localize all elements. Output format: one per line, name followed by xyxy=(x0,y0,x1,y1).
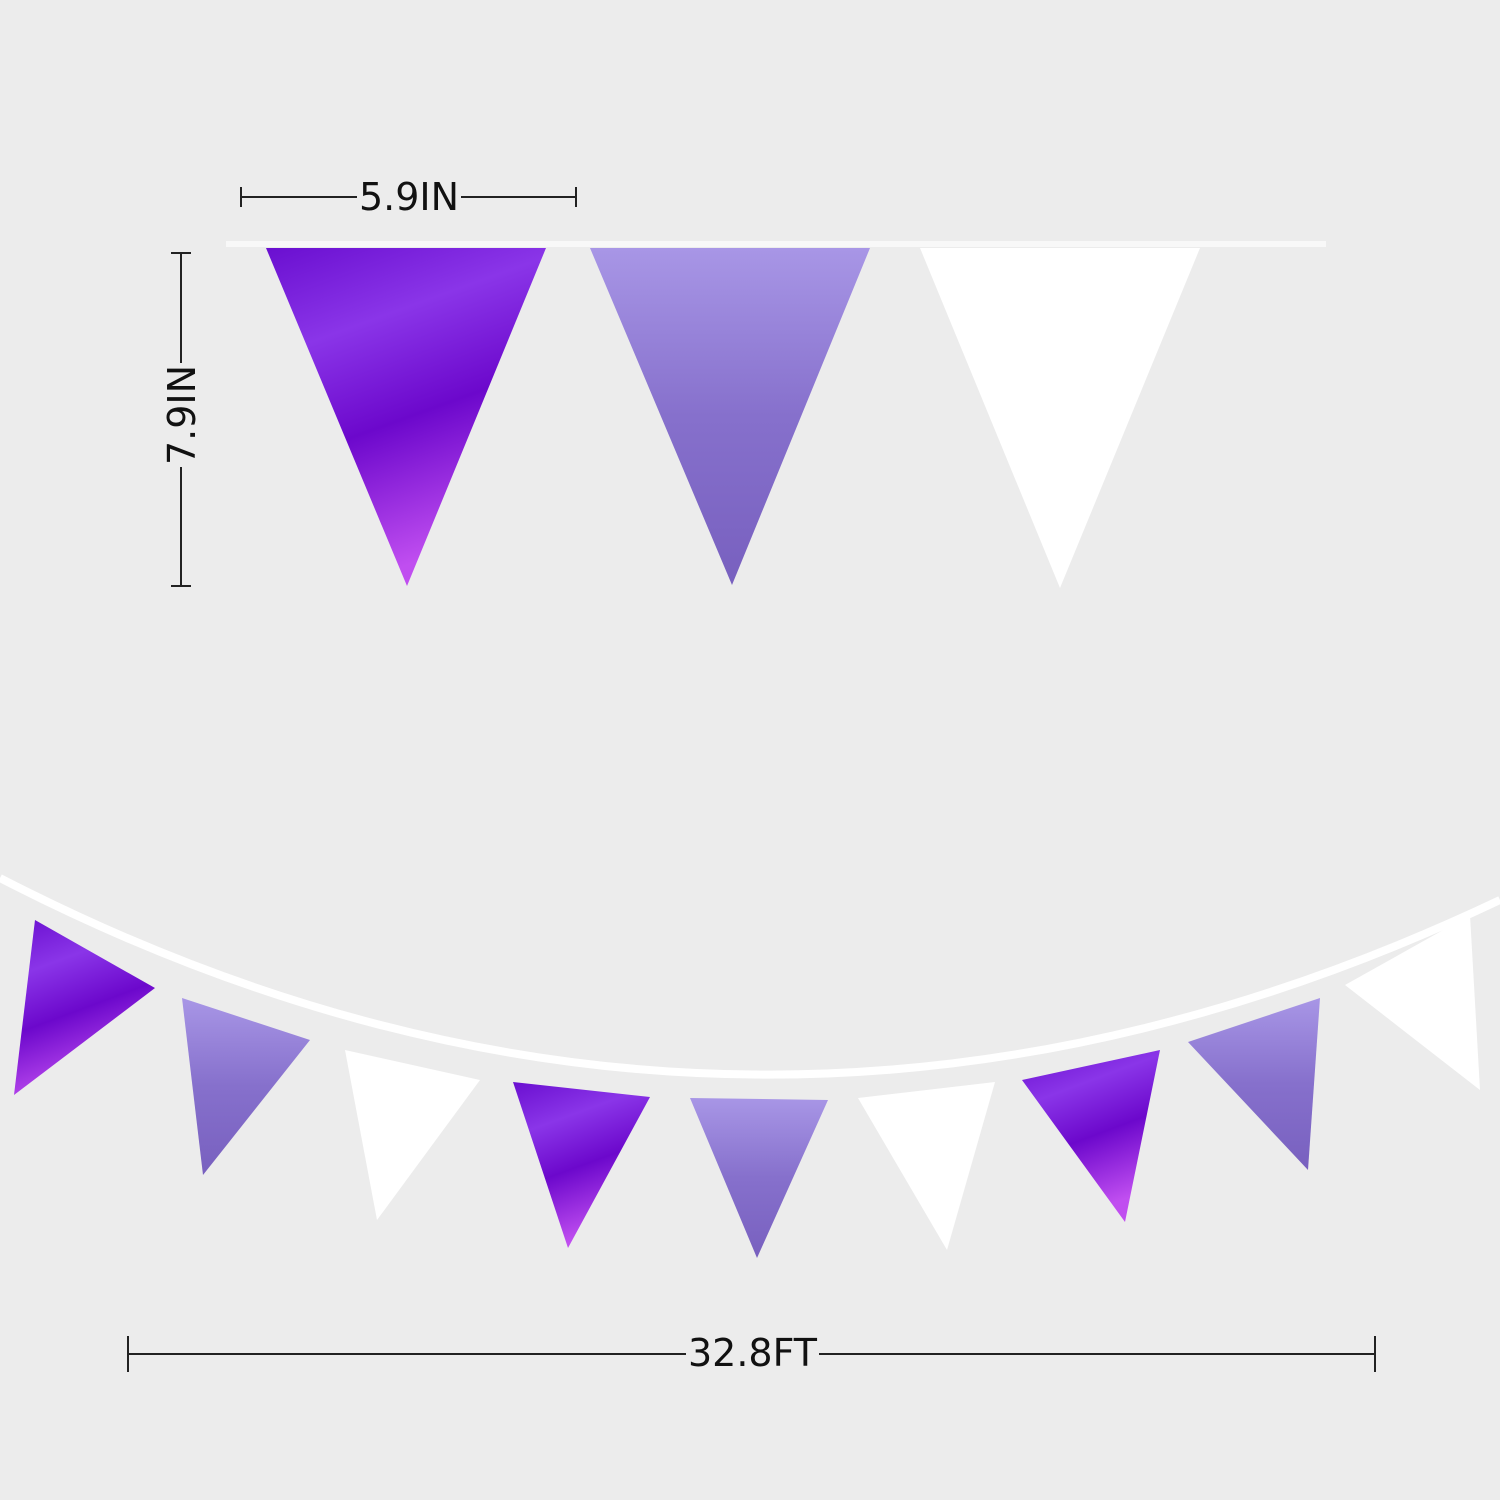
pennant-white xyxy=(345,1050,480,1220)
height-label: 7.9IN xyxy=(160,363,204,467)
pennant-purple xyxy=(14,920,155,1095)
pennant-purple xyxy=(266,248,546,586)
pennant-purple xyxy=(513,1082,650,1248)
pennant-lavender xyxy=(690,1098,828,1258)
pennant-white xyxy=(1345,915,1480,1090)
pennant-lavender xyxy=(590,248,870,585)
pennant-white xyxy=(920,248,1200,588)
width-label: 5.9IN xyxy=(357,175,462,219)
length-label: 32.8FT xyxy=(686,1331,820,1375)
pennant-purple xyxy=(1022,1050,1160,1222)
pennant-white xyxy=(858,1082,995,1250)
top-string xyxy=(226,241,1326,247)
garland-string xyxy=(0,874,1500,1079)
pennant-lavender xyxy=(182,998,310,1175)
pennant-lavender xyxy=(1188,998,1320,1170)
